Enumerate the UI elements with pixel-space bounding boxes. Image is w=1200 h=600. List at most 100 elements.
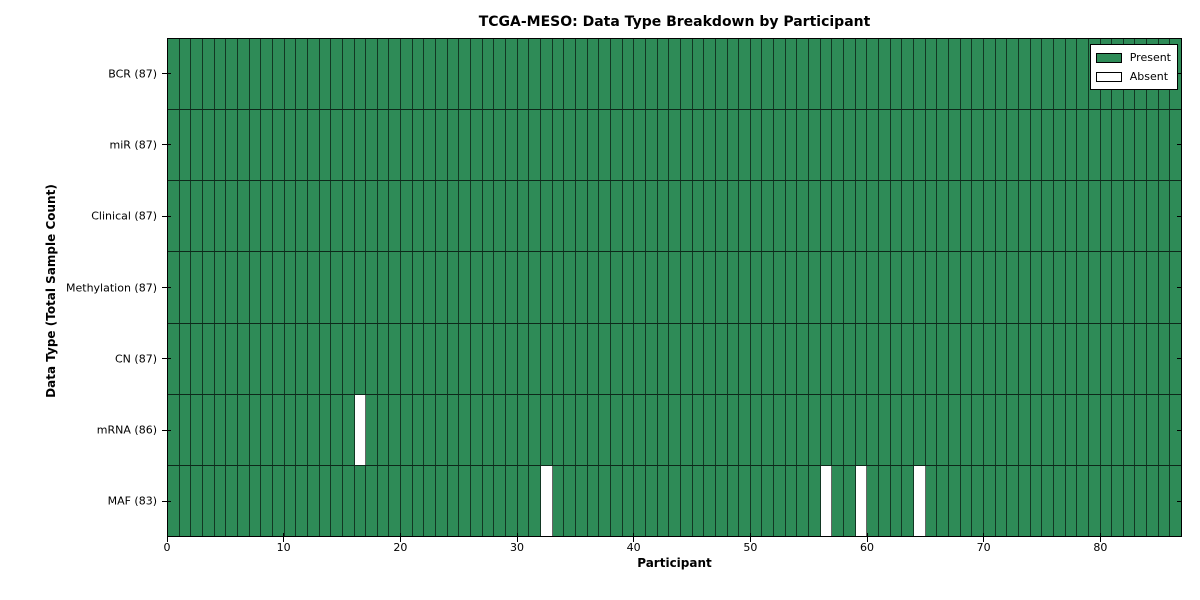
heatmap-cell [960,39,973,110]
heatmap-cell [797,181,810,252]
heatmap-cell [680,252,693,323]
heatmap-cell [1147,252,1159,323]
heatmap-cell [284,394,297,465]
heatmap-cell [1053,252,1066,323]
heatmap-cell [575,110,588,181]
heatmap-cell [366,394,378,465]
heatmap-cell [785,465,798,536]
heatmap-cell [1158,465,1171,536]
heatmap-cell [634,110,646,181]
legend-label-absent: Absent [1129,70,1169,83]
heatmap-cell [237,323,250,394]
heatmap-cell [785,110,798,181]
heatmap-cell [1112,323,1124,394]
heatmap-cell [342,252,355,323]
heatmap-cell [237,394,250,465]
heatmap-cell [960,323,973,394]
heatmap-cell [226,110,238,181]
heatmap-cell [750,181,763,252]
heatmap-cell [226,394,238,465]
heatmap-cell [307,465,320,536]
heatmap-cell [1135,394,1148,465]
heatmap-cell [552,465,565,536]
heatmap-cell [436,323,448,394]
heatmap-cell [844,323,856,394]
heatmap-cell [902,181,914,252]
heatmap-cell [704,323,716,394]
legend-entry-present: Present [1095,48,1171,67]
heatmap-cell [237,465,250,536]
heatmap-cell [354,394,367,465]
heatmap-cell [692,252,705,323]
heatmap-cell [599,323,611,394]
heatmap-cell [1100,252,1113,323]
heatmap-cell [377,465,390,536]
heatmap-cell [902,323,914,394]
heatmap-cell [610,252,623,323]
heatmap-cell [645,252,658,323]
x-tick-label: 0 [163,541,171,554]
heatmap-cell [704,181,716,252]
heatmap-cell [1007,39,1019,110]
heatmap-cell [669,252,681,323]
heatmap-cell [879,394,891,465]
heatmap-cell [715,110,728,181]
heatmap-cell [983,110,996,181]
x-tick-mark [983,533,985,542]
y-tick-mark [162,215,171,217]
heatmap-cell [1100,181,1113,252]
y-tick-mark [162,429,171,431]
heatmap-cell [249,465,262,536]
heatmap-grid [168,39,1182,536]
heatmap-cell [1042,465,1054,536]
heatmap-cell [820,39,833,110]
heatmap-cell [914,323,926,394]
heatmap-cell [948,465,961,536]
heatmap-cell [948,252,961,323]
legend-entry-absent: Absent [1095,67,1171,86]
heatmap-cell [447,39,460,110]
heatmap-cell [1042,323,1054,394]
heatmap-cell [809,323,821,394]
heatmap-cell [575,465,588,536]
heatmap-cell [272,181,285,252]
heatmap-cell [529,465,541,536]
heatmap-cell [1170,181,1182,252]
heatmap-cell [494,465,507,536]
heatmap-cell [669,39,681,110]
heatmap-cell [727,39,740,110]
heatmap-cell [948,394,961,465]
heatmap-cell [1147,110,1159,181]
heatmap-cell [319,465,332,536]
heatmap-cell [774,39,786,110]
heatmap-cell [983,252,996,323]
heatmap-cell [587,465,600,536]
heatmap-cell [610,394,623,465]
heatmap-cell [552,181,565,252]
heatmap-cell [1158,252,1171,323]
heatmap-cell [972,110,984,181]
x-tick-mark [866,533,868,542]
heatmap-cell [785,323,798,394]
heatmap-cell [377,39,390,110]
heatmap-cell [774,252,786,323]
heatmap-cell [424,39,437,110]
heatmap-cell [296,394,308,465]
heatmap-cell [960,110,973,181]
heatmap-cell [1007,465,1019,536]
heatmap-cell [389,394,402,465]
heatmap-cell [995,110,1008,181]
heatmap-cell [564,323,576,394]
heatmap-cell [261,252,273,323]
heatmap-cell [1065,181,1078,252]
heatmap-cell [319,39,332,110]
heatmap-cell [482,252,495,323]
chart-title: TCGA-MESO: Data Type Breakdown by Partic… [478,14,871,30]
heatmap-cell [622,394,635,465]
heatmap-cell [226,181,238,252]
heatmap-cell [855,252,868,323]
heatmap-cell [844,181,856,252]
heatmap-cell [237,39,250,110]
heatmap-cell [331,252,343,323]
heatmap-cell [669,110,681,181]
